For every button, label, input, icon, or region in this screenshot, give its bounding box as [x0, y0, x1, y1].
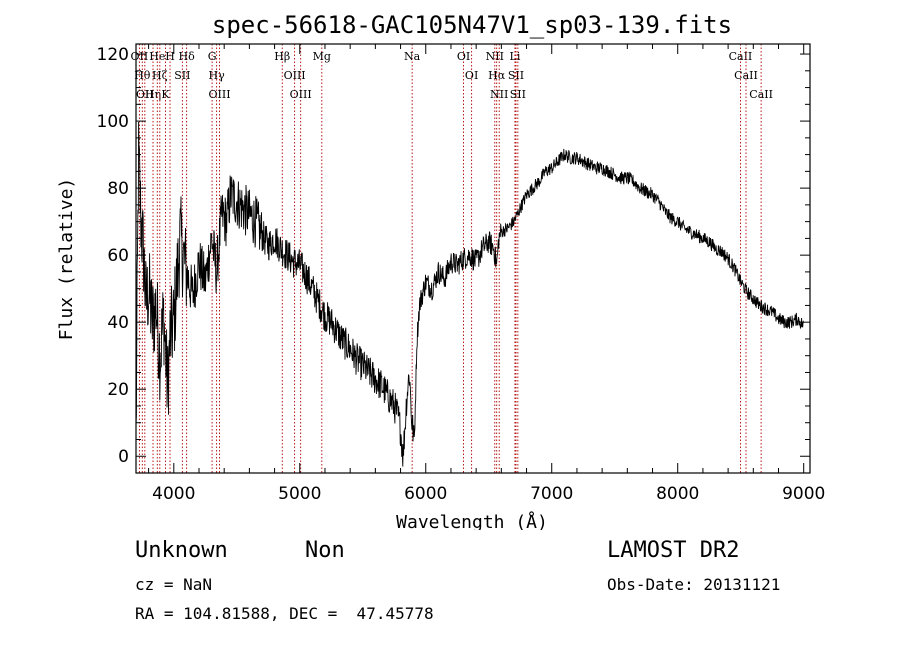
line-label-Li: Li [510, 50, 521, 63]
line-label-OIII: OIII [208, 88, 230, 101]
y-axis: 0 20 40 60 80 100 120 [97, 45, 810, 467]
spectrum-line [135, 121, 804, 467]
spectrum-chart: spec-56618-GAC105N47V1_sp03-139.fits OII… [56, 11, 825, 530]
x-tick-label: 6000 [404, 484, 447, 504]
line-label-G: G [208, 50, 217, 63]
chart-title: spec-56618-GAC105N47V1_sp03-139.fits [212, 11, 732, 39]
line-label-Mg: Mg [313, 50, 331, 63]
line-label-OIII: OIII [290, 88, 312, 101]
object-subclass: Non [305, 538, 345, 563]
x-tick-label: 4000 [152, 484, 195, 504]
line-label-OI: OI [457, 50, 470, 63]
line-label-CaII: CaII [729, 50, 753, 63]
line-label-Hβ: Hβ [274, 50, 290, 63]
line-label-OIII: OIII [284, 69, 306, 82]
x-tick-label: 7000 [530, 484, 573, 504]
line-label-Hθ: Hθ [134, 69, 151, 82]
line-label-Hδ: Hδ [179, 50, 196, 63]
x-axis: 4000 5000 6000 7000 8000 9000 [148, 44, 825, 504]
spectrum-series-layer [135, 121, 804, 467]
redshift-cz: cz = NaN [135, 575, 213, 594]
line-label-CaII: CaII [734, 69, 758, 82]
line-label-Hη: Hη [145, 88, 161, 101]
ra-dec-coordinates: RA = 104.81588, DEC = 47.45778 [135, 604, 434, 623]
x-axis-label: Wavelength (Å) [396, 511, 548, 530]
y-tick-label: 80 [107, 179, 129, 199]
line-label-OII: OII [136, 88, 154, 101]
line-label-H: H [165, 50, 175, 63]
line-label-Hα: Hα [488, 69, 506, 82]
y-tick-label: 100 [97, 112, 129, 132]
line-label-NII: NII [490, 88, 508, 101]
line-label-Hζ: Hζ [152, 69, 168, 82]
line-label-K: K [161, 88, 170, 101]
line-label-SII: SII [508, 69, 524, 82]
y-tick-label: 0 [118, 447, 129, 467]
y-tick-label: 120 [97, 45, 129, 65]
observation-date: Obs-Date: 20131121 [607, 575, 781, 594]
y-tick-label: 40 [107, 313, 129, 333]
line-label-Hγ: Hγ [209, 69, 226, 82]
line-label-SII: SII [174, 69, 190, 82]
line-label-NII: NII [486, 50, 504, 63]
x-tick-label: 9000 [782, 484, 825, 504]
line-label-Na: Na [404, 50, 421, 63]
line-label-He: He [149, 50, 165, 63]
line-label-CaII: CaII [749, 88, 773, 101]
plot-frame [135, 43, 811, 474]
object-class: Unknown [135, 538, 228, 563]
y-axis-label: Flux (relative) [56, 178, 77, 341]
survey-name: LAMOST DR2 [607, 538, 740, 563]
line-label-OII: OII [131, 50, 149, 63]
x-tick-label: 5000 [278, 484, 321, 504]
y-tick-label: 20 [107, 380, 129, 400]
line-label-SII: SII [510, 88, 526, 101]
line-label-OI: OI [465, 69, 478, 82]
x-tick-label: 8000 [656, 484, 699, 504]
y-tick-label: 60 [107, 246, 129, 266]
